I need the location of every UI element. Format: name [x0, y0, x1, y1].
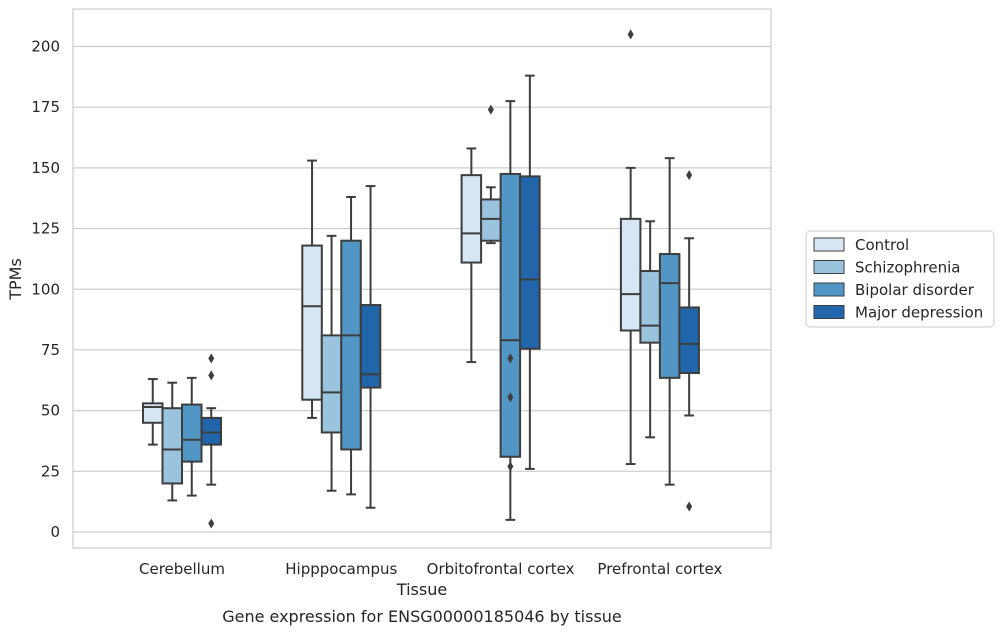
y-axis-title: TPMs: [6, 258, 25, 301]
box: [359, 304, 382, 389]
outlier-point: [507, 392, 514, 403]
outlier-point: [208, 353, 215, 364]
legend-swatch: [813, 305, 845, 319]
box: [320, 334, 343, 434]
plot-frame: [72, 8, 772, 549]
outlier-point: [686, 501, 693, 512]
outlier-point: [507, 353, 514, 364]
chart-caption: Gene expression for ENSG00000185046 by t…: [222, 607, 622, 626]
box: [340, 239, 362, 451]
y-tick-label: 200: [31, 38, 60, 56]
y-axis-ticks: 0 25 50 75 100 125 150 175 200: [31, 38, 60, 542]
series-group: [142, 29, 642, 466]
y-tick-label: 75: [41, 341, 60, 359]
outlier-point: [686, 170, 693, 181]
box: [460, 174, 483, 264]
outlier-point: [507, 461, 514, 472]
box: [678, 306, 700, 374]
box: [200, 416, 222, 446]
legend-frame: [805, 230, 995, 328]
legend-swatch: [813, 237, 845, 252]
legend-label: Major depression: [855, 304, 983, 322]
y-tick-label: 25: [41, 462, 60, 480]
x-axis-title: Tissue: [396, 580, 447, 599]
legend-swatch: [813, 282, 845, 297]
legend-label: Control: [855, 236, 909, 254]
legend: Control Schizophrenia Bipolar disorder Majo…: [805, 230, 995, 328]
legend-label: Bipolar disorder: [855, 281, 975, 299]
outlier-point: [487, 104, 494, 115]
box: [499, 172, 522, 458]
y-tick-label: 100: [31, 280, 60, 298]
series-group: [200, 74, 700, 529]
series-group: [161, 104, 661, 502]
x-tick-label: Prefrontal cortex: [597, 560, 722, 578]
x-tick-label: Orbitofrontal cortex: [427, 560, 575, 578]
box: [519, 175, 541, 350]
legend-label: Schizophrenia: [855, 259, 960, 277]
box: [301, 244, 323, 401]
y-tick-label: 150: [31, 159, 60, 177]
box: [658, 253, 681, 379]
legend-swatch: [813, 260, 845, 274]
x-tick-label: Cerebellum: [139, 560, 225, 578]
y-tick-label: 50: [41, 402, 60, 420]
box: [639, 270, 661, 344]
box: [480, 198, 502, 242]
y-tick-label: 175: [31, 98, 60, 116]
box-series: [142, 29, 700, 529]
x-axis-ticks: Cerebellum Hipppocampus Orbitofrontal cort…: [139, 560, 722, 578]
x-tick-label: Hipppocampus: [285, 560, 397, 578]
box: [619, 217, 642, 332]
outlier-point: [627, 29, 634, 40]
y-tick-label: 0: [50, 523, 60, 541]
box: [161, 407, 183, 485]
series-group: [181, 100, 681, 521]
outlier-point: [208, 518, 215, 529]
box: [181, 403, 203, 463]
y-tick-label: 125: [31, 220, 60, 238]
outlier-point: [208, 370, 215, 381]
